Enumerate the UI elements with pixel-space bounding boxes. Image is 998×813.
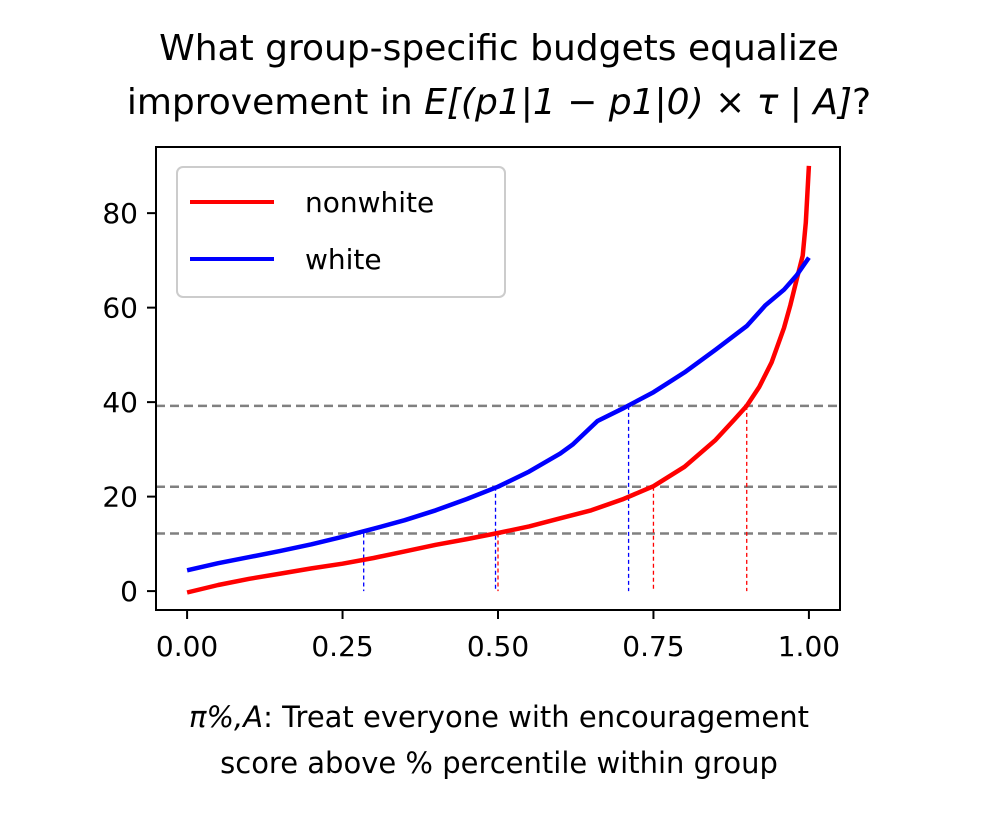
x-tick-label: 0.75 (622, 630, 684, 663)
title-prefix: improvement in (127, 82, 424, 123)
x-axis-label-line2: score above % percentile within group (220, 746, 778, 780)
x-axis-symbol: π%,A (189, 700, 263, 734)
y-axis: 0 20 40 60 80 (102, 197, 156, 608)
x-tick-label: 0.25 (311, 630, 373, 663)
chart-title-line1: What group-specific budgets equalize (159, 28, 839, 69)
x-tick-label: 0.00 (156, 630, 218, 663)
legend-label-nonwhite: nonwhite (305, 186, 434, 219)
series-line-nonwhite (186, 165, 812, 595)
legend: nonwhite white (176, 166, 506, 298)
x-axis-label-line1: π%,A: Treat everyone with encouragement (189, 700, 809, 734)
x-tick-label: 0.50 (467, 630, 529, 663)
x-tick-label: 1.00 (778, 630, 840, 663)
y-tick-label: 60 (102, 292, 138, 325)
x-axis-label-text: : Treat everyone with encouragement (263, 700, 809, 734)
y-tick-label: 80 (102, 197, 138, 230)
y-tick-label: 0 (120, 575, 138, 608)
legend-label-white: white (305, 243, 382, 276)
x-axis: 0.00 0.25 0.50 0.75 1.00 (156, 610, 840, 663)
series-line-white (186, 256, 811, 573)
chart-title-line2: improvement in E[(p1|1 − p1|0) × τ | A]? (127, 82, 871, 123)
title-math: E[(p1|1 − p1|0) × τ | A] (424, 82, 852, 123)
legend-box (176, 166, 506, 298)
y-tick-label: 20 (102, 481, 138, 514)
y-tick-label: 40 (102, 386, 138, 419)
title-suffix: ? (852, 82, 871, 123)
plot-area (156, 165, 840, 595)
